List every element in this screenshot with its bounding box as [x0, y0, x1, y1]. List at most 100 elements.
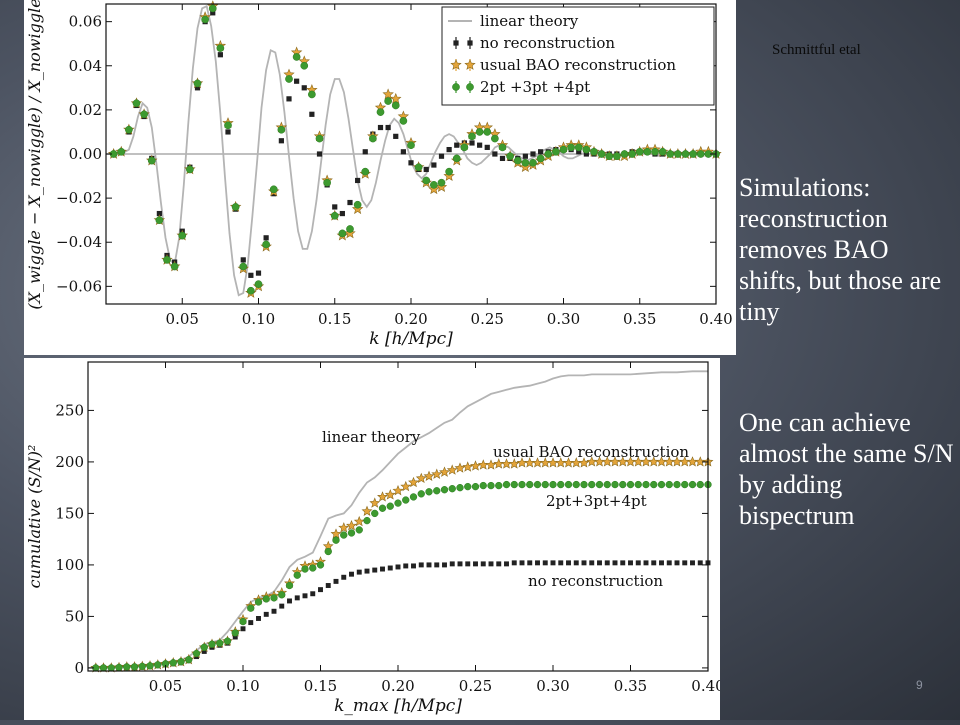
top-square-54: [522, 153, 528, 159]
top-square-26: [309, 111, 315, 117]
credit-text: Schmittful etal: [772, 42, 861, 58]
top-circle-38: [399, 117, 408, 125]
bottom-circle-60: [557, 480, 565, 489]
bottom-square-68: [620, 560, 626, 566]
bottom-x-tick-label-5: 0.30: [536, 677, 569, 695]
bottom-circle-48: [464, 482, 472, 491]
bottom-square-76: [682, 560, 688, 566]
top-circle-70: [643, 147, 652, 156]
top-circle-50: [491, 134, 499, 143]
bottom-square-45: [442, 562, 447, 568]
top-circle-18: [247, 286, 255, 295]
top-circle-19: [254, 280, 263, 288]
bottom-circle-52: [495, 481, 503, 490]
top-circle-68: [628, 150, 636, 158]
top-circle-69: [635, 147, 644, 156]
top-circle-67: [620, 150, 629, 158]
top-square-19: [255, 270, 262, 276]
top-square-17: [240, 257, 246, 263]
top-series-3: [109, 4, 720, 295]
top-circle-55: [529, 158, 537, 167]
bottom-square-32: [341, 574, 347, 580]
bottom-circle-33: [347, 529, 356, 537]
top-circle-27: [315, 134, 324, 143]
bottom-square-58: [542, 560, 548, 566]
top-x-tick-label-1: 0.10: [242, 310, 275, 328]
top-x-tick-label-3: 0.20: [394, 310, 427, 328]
bottom-square-62: [573, 560, 579, 566]
bottom-circle-19: [239, 617, 247, 626]
top-circle-63: [590, 147, 598, 156]
bottom-square-29: [318, 587, 323, 593]
bottom-square-46: [449, 561, 455, 567]
bottom-square-39: [395, 564, 401, 570]
bottom-star-32: [338, 522, 350, 533]
top-square-37: [393, 133, 399, 139]
top-star-31: [344, 227, 356, 239]
bottom-circle-24: [278, 591, 286, 599]
top-circle-40: [414, 163, 423, 172]
top-legend-label-0: linear theory: [480, 12, 579, 30]
bottom-circle-32: [340, 531, 348, 539]
top-star-32: [351, 203, 364, 215]
bottom-square-50: [480, 561, 486, 567]
top-star-42: [428, 183, 440, 195]
bottom-circle-16: [216, 639, 224, 647]
bottom-square-61: [566, 560, 571, 566]
bottom-square-35: [364, 568, 370, 574]
bottom-star-34: [353, 515, 365, 527]
bottom-square-51: [488, 561, 494, 567]
bottom-circle-22: [262, 595, 270, 603]
top-square-32: [355, 177, 361, 184]
bottom-square-22: [263, 611, 269, 617]
bottom-circle-7: [146, 662, 154, 670]
top-legend-label-1: no reconstruction: [480, 34, 615, 52]
bottom-x-tick-label-2: 0.15: [304, 677, 337, 695]
bottom-series-0: [88, 370, 708, 669]
bottom-circle-71: [642, 480, 650, 489]
top-square-legend-b-1: [467, 40, 473, 46]
bottom-star-37: [377, 491, 388, 502]
bottom-square-42: [418, 562, 424, 568]
top-x-tick-label-4: 0.25: [471, 310, 504, 328]
bottom-circle-8: [154, 661, 162, 669]
bottom-x-axis-label: k_max [h/Mpc]: [334, 696, 462, 716]
bottom-series-2: [90, 456, 714, 673]
bottom-circle-73: [657, 480, 666, 489]
top-circle-17: [239, 262, 248, 271]
top-circle-44: [445, 167, 453, 176]
top-square-39: [408, 160, 414, 166]
bottom-star-63: [578, 457, 590, 468]
bottom-star-39: [392, 485, 404, 496]
top-circle-12: [201, 15, 209, 24]
top-circle-75: [681, 150, 690, 158]
bottom-axes-frame: [87, 361, 709, 672]
bottom-circle-66: [603, 480, 611, 489]
paragraph-simulations: Simulations: reconstruction removes BAO …: [739, 173, 942, 326]
top-circle-43: [437, 178, 446, 187]
top-circle-14: [216, 44, 225, 52]
bottom-circle-50: [479, 481, 487, 490]
bottom-star-40: [400, 480, 412, 492]
bottom-x-tick-label-7: 0.40: [691, 677, 720, 695]
top-circle-54: [521, 158, 530, 167]
bottom-circle-29: [316, 561, 325, 569]
top-circle-9: [178, 231, 187, 240]
top-x-tick-label-0: 0.05: [166, 310, 199, 328]
top-circle-6: [155, 216, 164, 225]
bottom-x-tick-label-0: 0.05: [149, 677, 182, 695]
bottom-circle-20: [247, 604, 255, 612]
bottom-square-60: [558, 560, 564, 566]
top-circle-32: [353, 200, 362, 209]
top-square-23: [286, 96, 292, 102]
top-star-44: [443, 170, 455, 181]
bottom-square-14: [201, 648, 207, 654]
top-circle-58: [552, 147, 560, 156]
bottom-square-78: [697, 560, 703, 566]
top-circle-20: [262, 240, 270, 249]
bottom-square-53: [504, 561, 509, 567]
bottom-square-63: [581, 560, 587, 566]
top-circle-60: [567, 143, 575, 152]
bottom-square-56: [527, 560, 533, 566]
top-y-tick-label-6: 0.06: [69, 13, 102, 31]
